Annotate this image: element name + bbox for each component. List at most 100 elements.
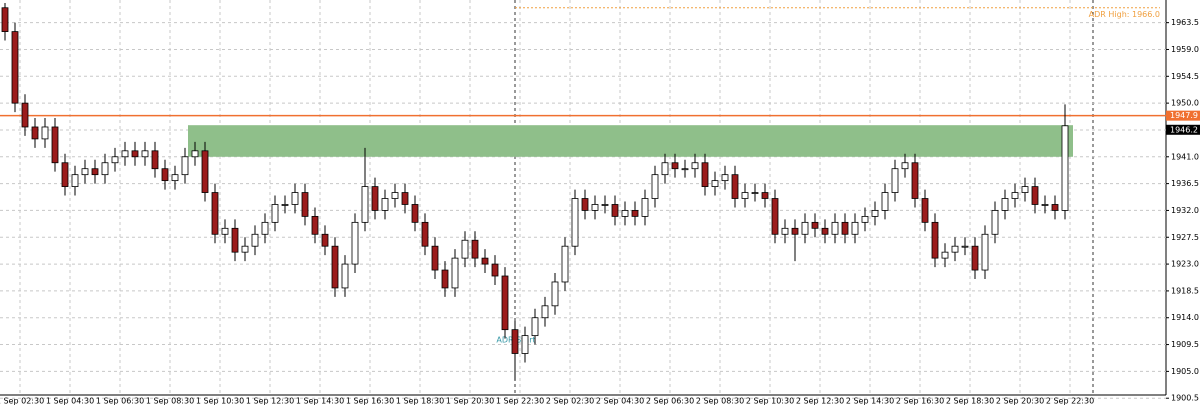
- candle-body: [1, 7, 9, 32]
- candle-body: [921, 198, 929, 223]
- candle-body: [641, 198, 649, 217]
- candle-body: [1021, 186, 1029, 193]
- candle-body: [161, 168, 169, 182]
- x-tick-label: 1 Sep 06:30: [96, 397, 144, 406]
- candle-body: [911, 162, 919, 199]
- x-tick-label: 1 Sep 04:30: [46, 397, 94, 406]
- candle-body: [461, 239, 469, 259]
- x-tick-label: 2 Sep 02:30: [546, 397, 594, 406]
- candle-body: [661, 162, 669, 176]
- y-tick-label: 1905.0: [1171, 367, 1199, 376]
- zone: [188, 125, 1073, 157]
- candle-body: [681, 168, 689, 171]
- candle-body: [481, 257, 489, 265]
- candle-body: [171, 174, 179, 182]
- candle-body: [551, 281, 559, 307]
- candle-body: [1061, 125, 1069, 211]
- candle-body: [581, 198, 589, 211]
- candle-body: [441, 269, 449, 289]
- candle-body: [331, 245, 339, 289]
- x-tick-label: 1 Sep 08:30: [146, 397, 194, 406]
- candle-body: [951, 245, 959, 253]
- candle-body: [131, 150, 139, 158]
- candle-body: [291, 192, 299, 205]
- candle-body: [491, 263, 499, 277]
- candle-body: [961, 245, 969, 248]
- price-line-tag: [1166, 110, 1200, 121]
- y-tick-label: 1941.0: [1171, 152, 1199, 161]
- y-tick-label: 1932.0: [1171, 206, 1199, 215]
- x-tick-label: 1 Sep 12:30: [246, 397, 294, 406]
- candle-body: [521, 335, 529, 354]
- candle-body: [991, 210, 999, 235]
- candle-body: [61, 162, 69, 187]
- candle-body: [151, 150, 159, 170]
- candle-body: [81, 168, 89, 176]
- candle-body: [141, 150, 149, 158]
- candle-body: [41, 126, 49, 140]
- candle-body: [301, 192, 309, 217]
- last-price-label: 1946.2: [1170, 125, 1198, 134]
- candle-body: [791, 227, 799, 235]
- candle-body: [221, 227, 229, 235]
- candle-body: [591, 204, 599, 211]
- candle-body: [701, 162, 709, 187]
- candle-body: [181, 156, 189, 176]
- candle-body: [631, 210, 639, 217]
- candle-body: [1031, 186, 1039, 205]
- y-tick-label: 1950.0: [1171, 99, 1199, 108]
- candle-body: [981, 233, 989, 271]
- candle-body: [391, 192, 399, 199]
- x-tick-label: 2 Sep 04:30: [596, 397, 644, 406]
- candle-body: [471, 239, 479, 259]
- candle-body: [751, 192, 759, 194]
- candle-body: [361, 186, 369, 223]
- x-tick-label: 2 Sep 06:30: [646, 397, 694, 406]
- candle-body: [841, 221, 849, 235]
- x-tick-label: 2 Sep 14:30: [846, 397, 894, 406]
- x-tick-label: 1 Sep 16:30: [346, 397, 394, 406]
- candle-body: [31, 126, 39, 140]
- candle-body: [71, 174, 79, 187]
- y-tick-label: 1923.0: [1171, 260, 1199, 269]
- x-tick-label: 2 Sep 22:30: [1046, 397, 1094, 406]
- candle-body: [1011, 192, 1019, 199]
- candle-body: [901, 162, 909, 170]
- y-tick-label: 1963.5: [1171, 18, 1199, 27]
- y-tick-label: 1927.5: [1171, 233, 1199, 242]
- candle-body: [651, 174, 659, 199]
- candle-body: [341, 263, 349, 289]
- candle-body: [231, 227, 239, 253]
- candle-body: [311, 215, 319, 235]
- candle-body: [201, 150, 209, 193]
- candle-body: [1041, 204, 1049, 206]
- candle-body: [411, 204, 419, 223]
- candle-body: [861, 215, 869, 223]
- y-tick-label: 1936.5: [1171, 179, 1199, 188]
- candle-body: [51, 126, 59, 164]
- candle-body: [11, 31, 19, 104]
- candle-body: [731, 174, 739, 199]
- candle-body: [121, 150, 129, 158]
- candle-body: [741, 192, 749, 199]
- x-tick-label: 2 Sep 10:30: [746, 397, 794, 406]
- candle-body: [891, 168, 899, 193]
- candle-body: [451, 257, 459, 289]
- candle-body: [321, 233, 329, 247]
- candle-body: [871, 210, 879, 217]
- candle-body: [241, 245, 249, 253]
- candle-body: [721, 174, 729, 182]
- candle-body: [191, 150, 199, 158]
- candle-body: [531, 317, 539, 337]
- candle-body: [281, 204, 289, 206]
- candle-body: [831, 221, 839, 235]
- candle-body: [371, 186, 379, 211]
- candle-body: [111, 156, 119, 164]
- candle-body: [401, 192, 409, 205]
- x-tick-label: 2 Sep 16:30: [896, 397, 944, 406]
- candle-body: [271, 204, 279, 223]
- x-tick-label: 1 Sep 10:30: [196, 397, 244, 406]
- x-tick-label: 2 Sep 12:30: [796, 397, 844, 406]
- candle-body: [501, 275, 509, 331]
